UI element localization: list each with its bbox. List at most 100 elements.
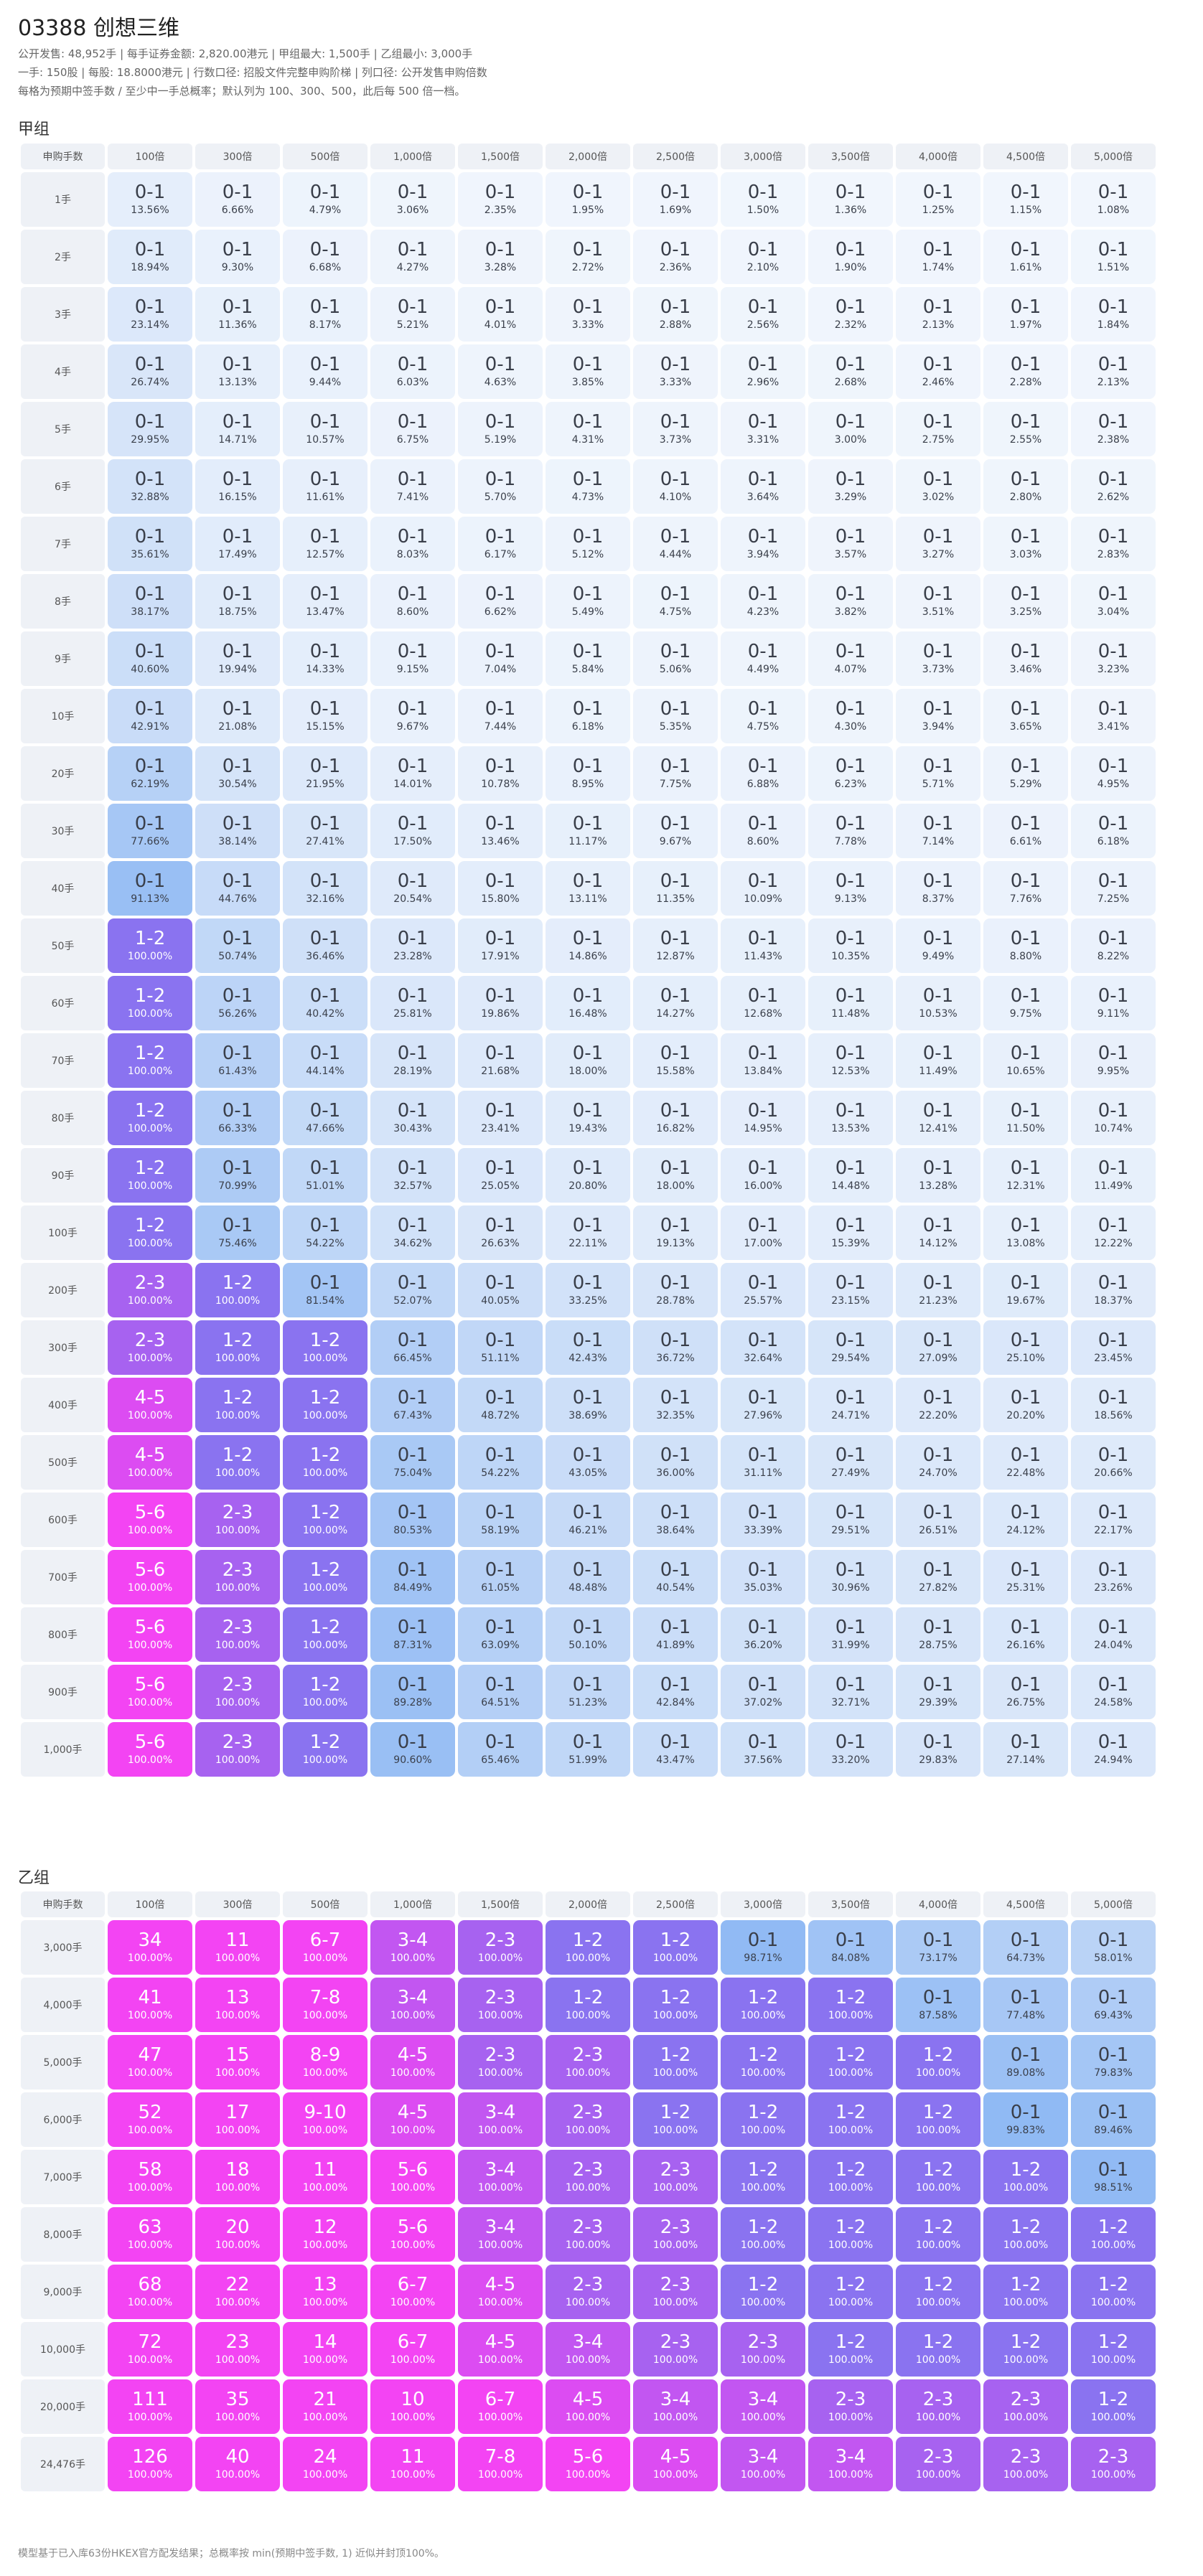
expected-lots: 1-2 [1097,2389,1129,2410]
win-probability: 6.23% [834,779,867,790]
expected-lots: 4-5 [134,1387,166,1409]
expected-lots: 0-1 [397,1330,429,1351]
allotment-cell: 1-2 100.00% [808,2092,893,2147]
win-probability: 15.39% [831,1238,870,1249]
expected-lots: 0-1 [922,1674,954,1696]
win-probability: 30.96% [831,1582,870,1594]
expected-lots: 0-1 [1097,641,1129,662]
allotment-cell: 0-1 69.43% [1071,1978,1156,2032]
win-probability: 100.00% [740,2125,786,2136]
allotment-cell: 1-2 100.00% [283,1493,368,1547]
allotment-cell: 0-1 24.94% [1071,1722,1156,1777]
win-probability: 100.00% [302,2239,348,2251]
group-a-column-header: 4,000倍 [896,144,980,169]
win-probability: 89.08% [1006,2067,1045,2079]
expected-lots: 0-1 [1010,1929,1041,1951]
expected-lots: 0-1 [1097,928,1129,949]
row-header: 50手 [21,918,105,973]
win-probability: 15.80% [481,893,520,905]
expected-lots: 0-1 [922,813,954,835]
win-probability: 5.29% [1009,779,1042,790]
win-probability: 100.00% [302,2010,348,2021]
allotment-cell: 0-1 1.36% [808,172,893,227]
win-probability: 10.65% [1006,1066,1045,1077]
group-b-column-header: 100倍 [108,1891,192,1917]
expected-lots: 0-1 [222,641,253,662]
win-probability: 30.54% [218,779,257,790]
win-probability: 11.61% [306,492,345,503]
allotment-cell: 0-1 32.35% [633,1378,718,1432]
expected-lots: 0-1 [1097,411,1129,433]
win-probability: 48.48% [568,1582,607,1594]
expected-lots: 0-1 [747,1929,779,1951]
win-probability: 56.26% [218,1008,257,1020]
win-probability: 17.50% [393,836,432,847]
group-a-column-header: 300倍 [195,144,280,169]
expected-lots: 3-4 [485,2102,516,2123]
win-probability: 4.49% [746,664,780,675]
win-probability: 2.62% [1097,492,1130,503]
win-probability: 2.83% [1097,549,1130,560]
row-header: 700手 [21,1550,105,1604]
table-row: 4,000手 41 100.00% 13 100.00% 7-8 100.00% 3-4 100… [21,1978,1156,2032]
expected-lots: 1-2 [922,2331,954,2353]
expected-lots: 0-1 [134,583,166,605]
win-probability: 100.00% [828,2354,874,2366]
win-probability: 100.00% [565,2010,611,2021]
allotment-cell: 0-1 3.29% [808,459,893,514]
win-probability: 4.63% [484,377,517,388]
expected-lots: 2-3 [134,1330,166,1351]
win-probability: 9.11% [1097,1008,1130,1020]
allotment-cell: 0-1 22.48% [983,1435,1068,1490]
header: 03388 创想三维 公开发售: 48,952手 | 每手证券金额: 2,820… [18,13,1185,100]
allotment-cell: 0-1 18.94% [108,230,192,284]
group-b-corner-header: 申购手数 [21,1891,105,1917]
expected-lots: 0-1 [1097,2159,1129,2181]
allotment-cell: 0-1 7.76% [983,861,1068,916]
allotment-cell: 0-1 1.74% [896,230,980,284]
win-probability: 100.00% [740,2469,786,2481]
expected-lots: 0-1 [485,1157,516,1179]
expected-lots: 0-1 [397,239,429,260]
table-row: 8,000手 63 100.00% 20 100.00% 12 100.00% 5-6 100.… [21,2207,1156,2262]
win-probability: 1.51% [1097,262,1130,273]
allotment-cell: 1-2 100.00% [283,1607,368,1662]
allotment-cell: 0-1 1.61% [983,230,1068,284]
allotment-cell: 0-1 26.16% [983,1607,1068,1662]
allotment-cell: 0-1 7.41% [370,459,455,514]
allotment-cell: 0-1 15.80% [458,861,543,916]
win-probability: 100.00% [565,2067,611,2079]
allotment-cell: 0-1 27.49% [808,1435,893,1490]
expected-lots: 1-2 [747,1987,779,2008]
win-probability: 100.00% [127,1066,173,1077]
win-probability: 14.48% [831,1180,870,1192]
allotment-cell: 1-2 100.00% [808,2207,893,2262]
expected-lots: 0-1 [485,1559,516,1581]
allotment-cell: 0-1 65.46% [458,1722,543,1777]
expected-lots: 1-2 [922,2274,954,2295]
expected-lots: 5-6 [134,1559,166,1581]
expected-lots: 0-1 [1097,526,1129,547]
allotment-cell: 0-1 2.72% [546,230,630,284]
allotment-cell: 3-4 100.00% [721,2379,805,2434]
group-b-column-header: 3,500倍 [808,1891,893,1917]
group-a-column-header: 500倍 [283,144,368,169]
allotment-cell: 0-1 16.00% [721,1148,805,1203]
win-probability: 100.00% [1090,2239,1136,2251]
allotment-cell: 2-3 100.00% [896,2437,980,2491]
expected-lots: 1-2 [747,2217,779,2238]
allotment-cell: 0-1 38.69% [546,1378,630,1432]
allotment-cell: 0-1 18.00% [546,1033,630,1088]
win-probability: 100.00% [390,2125,436,2136]
win-probability: 100.00% [302,2125,348,2136]
win-probability: 43.47% [656,1754,695,1766]
allotment-cell: 0-1 3.03% [983,517,1068,571]
expected-lots: 6-7 [309,1929,341,1951]
expected-lots: 0-1 [309,239,341,260]
expected-lots: 21 [313,2389,337,2410]
win-probability: 100.00% [390,2412,436,2423]
allotment-cell: 0-1 32.88% [108,459,192,514]
win-probability: 100.00% [565,2182,611,2194]
expected-lots: 0-1 [309,296,341,318]
win-probability: 100.00% [740,2182,786,2194]
